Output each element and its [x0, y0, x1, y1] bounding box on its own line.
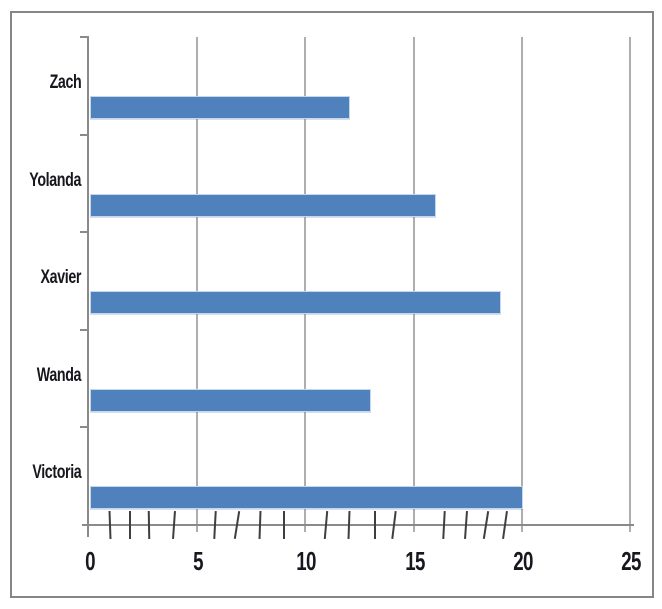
- category-label-zach: Zach: [49, 72, 81, 93]
- gridline-25: [629, 37, 631, 532]
- minor-tick-2: [129, 511, 131, 539]
- category-label-xavier: Xavier: [40, 267, 81, 288]
- x-tick-label-25: 25: [621, 546, 641, 576]
- category-label-yolanda: Yolanda: [29, 170, 81, 191]
- bar-xavier: [90, 291, 501, 314]
- category-label-victoria: Victoria: [31, 462, 81, 483]
- bar-victoria: [90, 486, 523, 509]
- x-tick-label-15: 15: [405, 546, 425, 576]
- bar-wanda: [90, 389, 371, 412]
- category-boundary-tick-4: [80, 426, 89, 429]
- minor-tick-9: [283, 511, 285, 539]
- x-tick-label-10: 10: [296, 546, 316, 576]
- minor-tick-13: [374, 511, 376, 539]
- y-axis-line: [87, 37, 89, 537]
- category-boundary-tick-1: [80, 133, 89, 136]
- category-boundary-tick-3: [80, 328, 89, 331]
- x-tick-label-20: 20: [513, 546, 533, 576]
- bar-zach: [90, 96, 350, 119]
- gridline-20: [520, 37, 523, 532]
- bar-yolanda: [90, 194, 436, 217]
- x-tick-label-0: 0: [85, 546, 95, 576]
- x-axis-line: [82, 524, 634, 526]
- gridline-10: [304, 37, 307, 532]
- category-label-wanda: Wanda: [36, 365, 82, 386]
- gridline-15: [412, 37, 415, 532]
- x-tick-label-5: 5: [193, 546, 203, 576]
- gridline-5: [196, 37, 199, 532]
- category-boundary-tick-2: [80, 231, 89, 234]
- category-boundary-tick-0: [80, 36, 89, 38]
